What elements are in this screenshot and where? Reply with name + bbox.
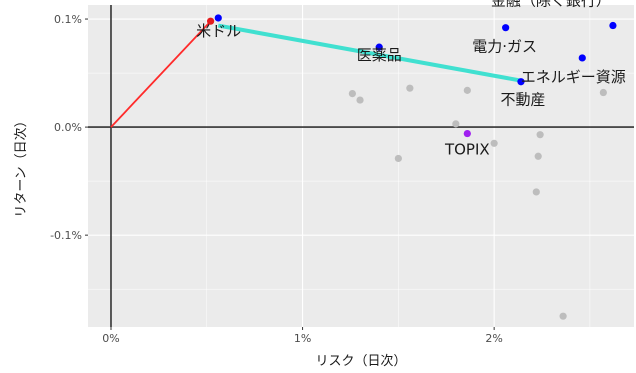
y-tick-label: 0.1% (54, 13, 82, 26)
gray-data-point (490, 139, 498, 147)
plot-panel (88, 5, 634, 327)
red-series-line (110, 20, 212, 128)
gray-data-point (348, 90, 356, 98)
x-tick-label: 1% (294, 332, 311, 345)
cyan-series-line (217, 23, 522, 83)
point-label: TOPIX (444, 141, 490, 159)
point-label: 医薬品 (357, 46, 402, 64)
blue-data-point (502, 24, 510, 32)
blue-data-point (517, 78, 525, 86)
blue-data-point (578, 54, 586, 62)
point-label: 金融（除く銀行） (491, 0, 611, 10)
gray-data-point (463, 86, 471, 94)
gray-data-point (534, 152, 542, 160)
point-label: 米ドル (196, 22, 241, 40)
blue-data-point (375, 43, 383, 51)
gray-data-point (356, 96, 364, 104)
x-axis-title: リスク（日次） (315, 353, 406, 369)
y-tick-label: 0.0% (54, 121, 82, 134)
blue-data-point (609, 21, 617, 30)
point-label: 電力·ガス (472, 38, 537, 56)
red-data-point (207, 17, 215, 25)
blue-data-point (214, 14, 222, 22)
x-tick-label: 0% (102, 332, 119, 345)
data-points (207, 14, 617, 320)
series-lines (110, 20, 522, 128)
gray-data-point (406, 84, 414, 92)
gray-data-point (394, 154, 402, 163)
y-axis-title: リターン（日次） (13, 114, 29, 217)
gray-data-point (599, 88, 607, 97)
gray-data-point (559, 312, 567, 320)
zero-axes (88, 5, 634, 327)
point-label: 不動産 (500, 91, 545, 109)
x-tick-label: 2% (485, 332, 502, 345)
purple-data-point (463, 129, 471, 138)
gray-data-point (532, 188, 540, 196)
point-label: エネルギー資源 (521, 68, 626, 86)
tick-labels: 0% 1% 2% -0.1% 0.0% 0.1% (50, 13, 503, 345)
gray-data-point (452, 120, 460, 128)
y-tick-label: -0.1% (50, 229, 82, 242)
gray-data-point (536, 131, 544, 139)
